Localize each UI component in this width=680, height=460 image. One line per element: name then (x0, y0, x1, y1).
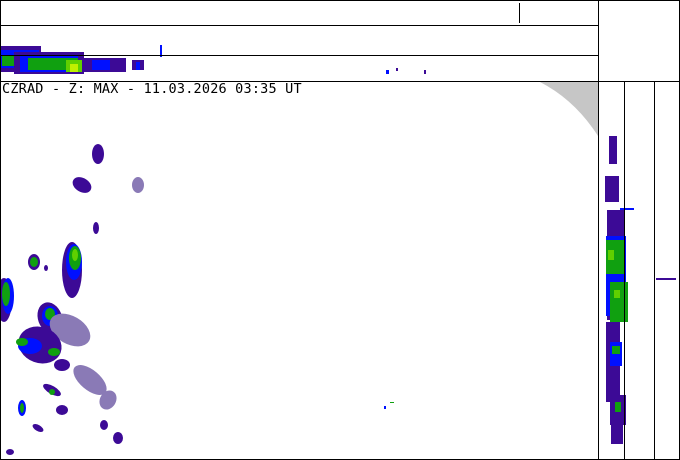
echo (49, 389, 55, 395)
frame-top (0, 0, 680, 1)
right-line-1 (624, 81, 625, 460)
echo (620, 208, 634, 210)
echo (56, 405, 68, 415)
echo (44, 265, 48, 271)
echo (113, 432, 123, 444)
echo (132, 177, 144, 193)
echo (386, 70, 389, 74)
echo (32, 424, 44, 432)
echo (92, 60, 110, 70)
echo (396, 68, 398, 71)
echo (99, 390, 117, 410)
echo (28, 58, 78, 70)
echo (73, 365, 107, 395)
echo (54, 359, 70, 371)
echo (72, 177, 92, 193)
top-panel-bottom (0, 81, 680, 82)
echo (92, 144, 104, 164)
echo (656, 278, 676, 280)
echo (606, 240, 624, 274)
echo (609, 136, 617, 164)
echo (384, 406, 386, 409)
right-column-divider (598, 0, 599, 460)
echo (390, 402, 394, 403)
echo (2, 282, 10, 306)
echo (614, 290, 620, 298)
echo (136, 62, 140, 70)
echo (615, 402, 621, 412)
echo (16, 338, 28, 346)
echo (48, 348, 60, 356)
echo (610, 282, 628, 322)
echo (30, 257, 38, 267)
echo (6, 449, 14, 455)
frame-left (0, 0, 1, 460)
echo (72, 249, 78, 261)
top-line-2 (0, 55, 598, 56)
map-title: CZRAD - Z: MAX - 11.03.2026 03:35 UT (2, 81, 302, 97)
echo (49, 313, 91, 347)
echo (611, 420, 623, 444)
reflectivity-echoes (0, 45, 676, 455)
echo (424, 70, 426, 74)
echo (45, 308, 55, 320)
coverage-boundary (540, 82, 598, 136)
echo (612, 346, 620, 354)
echo (605, 176, 619, 202)
echo (160, 45, 162, 57)
right-line-2 (654, 81, 655, 460)
echo (20, 403, 24, 413)
echo (70, 64, 78, 72)
echo (93, 222, 99, 234)
echo (100, 420, 108, 430)
echo (608, 250, 614, 260)
top-divider (519, 3, 520, 23)
top-line-1 (0, 25, 598, 26)
